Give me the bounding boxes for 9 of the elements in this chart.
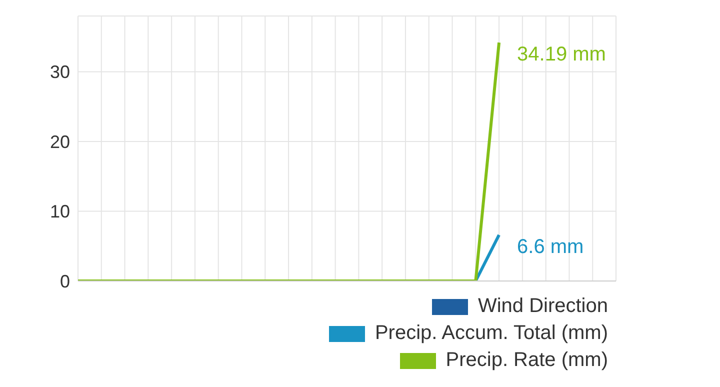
data-label: 6.6 mm <box>517 236 584 258</box>
data-label: 34.19 mm <box>517 44 606 66</box>
y-tick-label: 10 <box>50 202 70 222</box>
y-tick-label: 20 <box>50 132 70 152</box>
legend-label: Wind Direction <box>478 295 608 318</box>
y-tick-label: 30 <box>50 62 70 82</box>
legend-label: Precip. Accum. Total (mm) <box>374 322 608 345</box>
legend-label: Precip. Rate (mm) <box>446 349 608 372</box>
y-tick-label: 0 <box>60 271 70 292</box>
